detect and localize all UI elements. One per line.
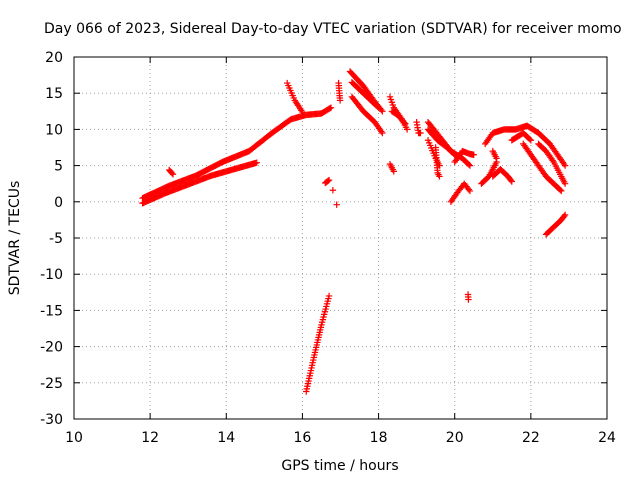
data-point	[417, 129, 424, 137]
data-point	[465, 161, 473, 168]
data-point	[470, 151, 477, 158]
data-point	[507, 177, 515, 184]
y-tick-label: 20	[45, 50, 63, 66]
data-point	[466, 162, 474, 169]
x-axis-label: GPS time / hours	[281, 458, 398, 474]
data-point	[326, 105, 334, 112]
y-tick-label: -15	[40, 303, 63, 319]
data-point	[450, 150, 457, 157]
data-point	[169, 171, 177, 178]
y-tick-label: 10	[45, 122, 63, 138]
data-point	[465, 186, 473, 193]
data-point	[253, 159, 260, 166]
gridlines	[74, 57, 607, 419]
data-point	[561, 180, 569, 187]
chart-title: Day 066 of 2023, Sidereal Day-to-day VTE…	[44, 21, 622, 37]
x-tick-label: 16	[294, 430, 312, 446]
x-tick-label: 24	[598, 430, 616, 446]
data-point	[403, 126, 411, 133]
y-tick-label: 15	[45, 86, 63, 102]
y-tick-label: -20	[40, 340, 63, 356]
data-point	[379, 129, 386, 137]
x-tick-label: 22	[522, 430, 540, 446]
data-point	[333, 201, 340, 208]
data-point	[558, 187, 565, 195]
data-point	[526, 136, 533, 143]
data-point	[402, 120, 409, 127]
data-point	[465, 296, 472, 303]
y-tick-label: 0	[54, 195, 63, 211]
data-point	[561, 162, 569, 169]
data-point	[557, 186, 564, 194]
data-point	[325, 292, 333, 300]
data-points	[139, 68, 569, 395]
x-tick-label: 18	[370, 430, 388, 446]
y-tick-label: -10	[40, 267, 63, 283]
y-tick-label: -25	[40, 376, 63, 392]
x-tick-label: 10	[65, 430, 83, 446]
data-point	[299, 108, 306, 116]
data-point	[451, 151, 458, 158]
data-point	[375, 104, 382, 111]
data-point	[466, 187, 474, 195]
data-point	[400, 119, 408, 126]
data-point	[374, 103, 381, 110]
data-point	[508, 178, 516, 185]
data-point	[436, 173, 443, 180]
y-tick-label: -30	[40, 412, 63, 428]
data-point	[325, 176, 333, 184]
x-tick-label: 20	[446, 430, 464, 446]
data-point	[561, 211, 569, 219]
data-point	[329, 187, 337, 194]
x-tick-label: 12	[141, 430, 159, 446]
x-tick-label: 14	[217, 430, 235, 446]
data-point	[560, 212, 568, 220]
data-point	[168, 170, 176, 177]
axis-ticks: 10 12 14 16 18 20 22 24 -30 -25 -20 -15 -10 -5 0 5 10 15 2…	[40, 50, 616, 446]
data-point	[527, 137, 535, 144]
data-point	[390, 168, 397, 175]
y-tick-label: 5	[54, 159, 63, 175]
plot-frame	[73, 56, 608, 420]
data-point	[324, 177, 332, 185]
y-axis-label: SDTVAR / TECUs	[7, 181, 23, 296]
y-tick-label: -5	[49, 231, 63, 247]
data-point	[379, 108, 386, 115]
data-point	[493, 155, 500, 162]
data-point	[327, 104, 335, 111]
data-point	[336, 97, 344, 104]
